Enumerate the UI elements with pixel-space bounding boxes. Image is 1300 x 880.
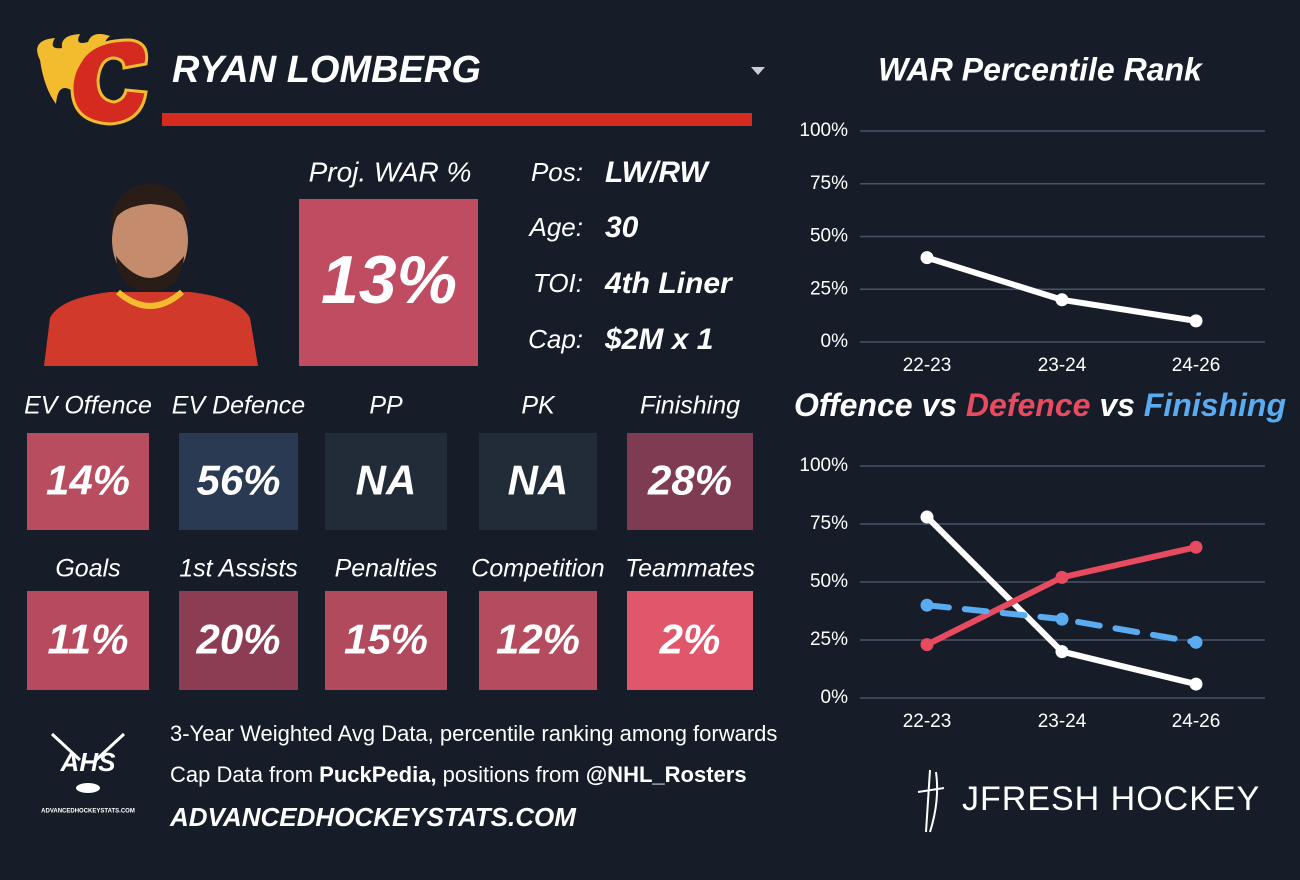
tile-value: NA [356, 457, 417, 504]
y-tick-label: 75% [810, 513, 848, 534]
chart-title: WAR Percentile Rank [878, 51, 1204, 87]
ahs-logo-url: ADVANCEDHOCKEYSTATS.COM [41, 809, 135, 815]
footer-line2: Cap Data from PuckPedia, positions from … [170, 762, 747, 787]
point [920, 510, 934, 524]
tile-label: Finishing [640, 392, 740, 420]
team-logo [37, 34, 149, 126]
tile [179, 433, 298, 530]
tiles: EV Offence 14% EV Defence 56% PP NA PK NA Finish… [24, 392, 755, 690]
title-separator: vs [1090, 387, 1143, 423]
y-tick-label: 25% [810, 629, 848, 650]
tile [325, 591, 447, 690]
point [1189, 635, 1203, 649]
tile-value: 12% [496, 616, 580, 663]
tile-value: 56% [196, 457, 280, 504]
tile [27, 433, 149, 530]
tile [179, 591, 298, 690]
tile [479, 433, 597, 530]
tile-label: 1st Assists [179, 555, 298, 583]
title-series: Finishing [1144, 387, 1286, 423]
y-tick-label: 50% [810, 571, 848, 592]
x-tick-label: 22-23 [903, 355, 952, 376]
tile-label: Teammates [625, 555, 755, 583]
y-tick-label: 25% [810, 278, 848, 299]
tile-value: 2% [659, 616, 721, 663]
proj-box [299, 199, 478, 366]
tile-value: 15% [344, 616, 428, 663]
tile-label: Goals [55, 555, 120, 583]
tile [627, 433, 753, 530]
x-tick-label: 23-24 [1038, 355, 1087, 376]
tile-label: PP [369, 392, 403, 420]
y-tick-label: 50% [810, 226, 848, 247]
y-tick-label: 100% [799, 120, 848, 141]
point [1189, 540, 1203, 554]
y-tick-label: 100% [799, 455, 848, 476]
info-label: Pos: [531, 157, 583, 187]
tile-value: 20% [195, 616, 280, 663]
brand-logo [917, 769, 945, 833]
proj-label: Proj. WAR % [309, 156, 472, 187]
point [1055, 645, 1069, 659]
footer-segment: @NHL_Rosters [586, 762, 747, 787]
tile-label: EV Defence [172, 392, 305, 420]
footer-segment: PuckPedia, [319, 762, 436, 787]
tile [479, 591, 597, 690]
tile-value: 11% [48, 616, 129, 663]
title-separator: vs [913, 387, 966, 423]
point [1189, 677, 1203, 691]
title-series: Defence [966, 387, 1091, 423]
info-value: 4th Liner [604, 267, 734, 300]
chart-title: Offence vs Defence vs Finishing [794, 387, 1286, 423]
info-label: Age: [528, 212, 584, 242]
info-value: LW/RW [605, 156, 710, 189]
tile-label: PK [521, 392, 556, 420]
ahs-logo [50, 732, 126, 793]
point [1189, 314, 1203, 328]
proj-value: 13% [321, 242, 457, 318]
footer-segment: Cap Data from [170, 762, 319, 787]
tile-value: 28% [647, 457, 732, 504]
x-tick-label: 24-26 [1172, 711, 1221, 732]
footer-line1: 3-Year Weighted Avg Data, percentile ran… [170, 721, 777, 746]
tile [627, 591, 753, 690]
x-tick-label: 24-26 [1172, 355, 1221, 376]
y-tick-label: 75% [810, 173, 848, 194]
info-label: Cap: [528, 324, 583, 354]
dropdown[interactable] [751, 67, 765, 75]
point [1055, 612, 1069, 626]
x-tick-label: 22-23 [903, 711, 952, 732]
point [920, 598, 934, 612]
point [1055, 570, 1069, 584]
info-value: $2M x 1 [604, 323, 713, 356]
series-line [924, 544, 1199, 648]
point [920, 638, 934, 652]
y-tick-label: 0% [821, 331, 849, 352]
player-photo [44, 184, 258, 366]
x-tick-label: 23-24 [1038, 711, 1087, 732]
ahs-logo-text: AHS [60, 747, 117, 777]
tile-label: EV Offence [24, 392, 152, 420]
footer-segment: positions from [437, 762, 586, 787]
tile-value: NA [508, 457, 569, 504]
tile-label: Penalties [335, 555, 438, 583]
info-label: TOI: [533, 268, 583, 298]
brand-text: JFRESH HOCKEY [962, 780, 1260, 818]
charts: WAR Percentile Rank 0% 25% 50% 75% 100% 22-23 2… [794, 51, 1286, 732]
y-tick-label: 0% [821, 687, 849, 708]
tile [27, 591, 149, 690]
info-value: 30 [605, 211, 639, 244]
tile-value: 14% [46, 457, 130, 504]
footer-site: ADVANCEDHOCKEYSTATS.COM [169, 802, 577, 832]
series-line [924, 514, 1199, 688]
point [920, 251, 934, 265]
tile [325, 433, 447, 530]
point [1055, 293, 1069, 307]
title-series: Offence [794, 387, 913, 423]
player-name: RYAN LOMBERG [172, 49, 481, 91]
name-underline [162, 113, 752, 126]
info-list: Pos: LW/RW Age: 30 TOI: 4th Liner Cap: $2M x 1 [528, 156, 735, 356]
tile-label: Competition [471, 555, 604, 583]
